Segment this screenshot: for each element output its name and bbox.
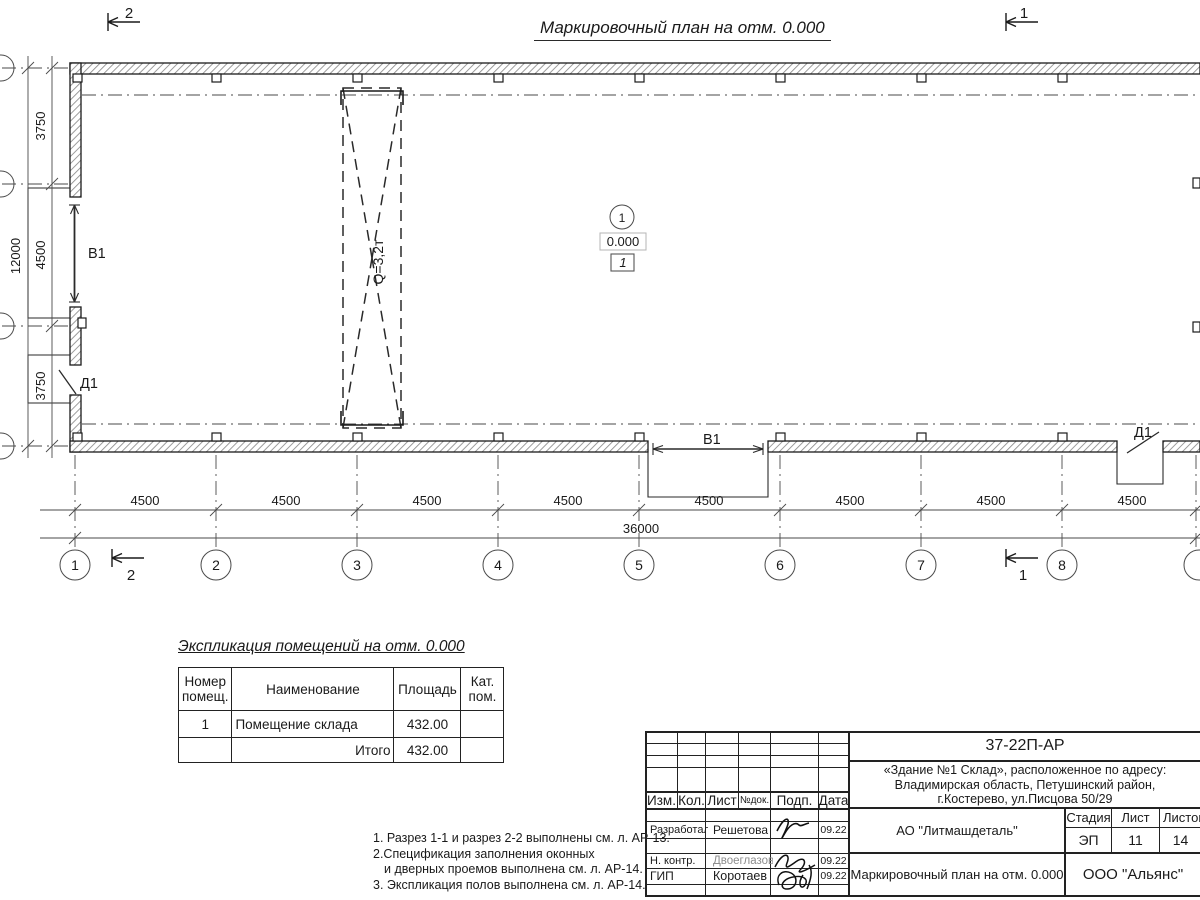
axis-2: 2 bbox=[212, 557, 220, 573]
door-left-label: Д1 bbox=[80, 376, 98, 392]
role-developer-date: 09.22 bbox=[820, 824, 847, 836]
note-line: 3. Экспликация полов выполнена см. л. АР… bbox=[373, 877, 646, 892]
axis-5: 5 bbox=[635, 557, 643, 573]
stage-value: ЭП bbox=[1078, 831, 1099, 848]
notes-block: 1. Разрез 1-1 и разрез 2-2 выполнены см.… bbox=[373, 831, 670, 893]
axis-3: 3 bbox=[353, 557, 361, 573]
col-name: Наименование bbox=[231, 667, 395, 711]
col-data: Дата bbox=[819, 792, 848, 808]
note-line: и дверных проемов выполнена см. л. АР-14… bbox=[384, 862, 643, 876]
axis-7: 7 bbox=[917, 557, 925, 573]
axis-8: 8 bbox=[1058, 557, 1066, 573]
dim-bay-2: 4500 bbox=[272, 493, 301, 508]
section-mark-bottom-right: 1 bbox=[1019, 567, 1027, 584]
role-developer-name: Решетова bbox=[713, 823, 769, 837]
object-address: «Здание №1 Склад», расположенное по адре… bbox=[850, 763, 1200, 807]
signature-ncontrol bbox=[774, 854, 816, 873]
elevation-mark: 0.000 bbox=[607, 234, 640, 249]
axis-1: 1 bbox=[71, 557, 79, 573]
cell-room-name: Помещение склада bbox=[231, 710, 395, 738]
role-gip-date: 09.22 bbox=[820, 870, 847, 882]
section-mark-top-left: 2 bbox=[125, 5, 133, 22]
dim-bay-3: 4500 bbox=[413, 493, 442, 508]
section-mark-bottom-left: 2 bbox=[127, 567, 135, 584]
col-room-number: Номер помещ. bbox=[177, 667, 233, 711]
dim-bay-4: 4500 bbox=[554, 493, 583, 508]
room-number: 1 bbox=[619, 211, 626, 225]
role-ncontrol: Н. контр. bbox=[650, 854, 696, 867]
role-gip: ГИП bbox=[650, 869, 674, 883]
dim-left-2: 4500 bbox=[33, 241, 48, 270]
axis-lines bbox=[2, 67, 1200, 548]
axis-6: 6 bbox=[776, 557, 784, 573]
sheet-value: 11 bbox=[1128, 831, 1143, 848]
plan-title: Маркировочный план на отм. 0.000 bbox=[534, 18, 831, 41]
dim-bay-5: 4500 bbox=[695, 493, 724, 508]
dim-bay-7: 4500 bbox=[977, 493, 1006, 508]
gate-bottom-label: В1 bbox=[703, 432, 721, 448]
gate-left-label: В1 bbox=[88, 246, 106, 262]
explication-block: Экспликация помещений на отм. 0.000 Номе… bbox=[177, 638, 505, 763]
pilasters bbox=[72, 73, 1200, 442]
customer-company: АО "Литмашдеталь" bbox=[896, 822, 1018, 838]
dim-bottom-total: 36000 bbox=[623, 521, 659, 536]
section-mark-top-right: 1 bbox=[1020, 5, 1028, 22]
cell-room-area: 432.00 bbox=[393, 710, 462, 738]
org-name: ООО "Альянс" bbox=[1082, 866, 1184, 883]
stage-label: Стадия bbox=[1066, 809, 1111, 825]
dim-left-3: 3750 bbox=[33, 372, 48, 401]
dim-left-total: 12000 bbox=[8, 238, 23, 274]
col-doc: №док. bbox=[739, 794, 770, 806]
sheets-label: Листов bbox=[1163, 809, 1200, 825]
signatures bbox=[774, 818, 816, 890]
dimensions-left: 3750 4500 3750 12000 bbox=[8, 56, 59, 458]
address-line: Владимирская область, Петушинский район, bbox=[894, 777, 1156, 792]
dim-bay-1: 4500 bbox=[131, 493, 160, 508]
role-ncontrol-date: 09.22 bbox=[820, 854, 847, 867]
signature-gip bbox=[777, 864, 812, 890]
floor-type-mark: 1 bbox=[619, 255, 626, 270]
note-line: 2.Спецификация заполнения оконных bbox=[373, 846, 595, 861]
axis-bubbles: 1 2 3 4 5 6 7 8 bbox=[0, 54, 1200, 581]
sheets-value: 14 bbox=[1172, 831, 1189, 848]
doc-number: 37-22П-АР bbox=[985, 737, 1065, 754]
total-label: Итого bbox=[231, 737, 395, 763]
address-line: «Здание №1 Склад», расположенное по адре… bbox=[883, 763, 1167, 777]
door-bottom-label: Д1 bbox=[1134, 425, 1152, 441]
col-podp: Подп. bbox=[776, 792, 813, 808]
col-izm: Изм. bbox=[647, 792, 676, 808]
col-kol: Кол. bbox=[678, 792, 705, 808]
total-row: Итого 432.00 bbox=[177, 737, 505, 763]
section-markers: 2 1 2 1 bbox=[107, 5, 1038, 584]
address-line: г.Костерево, ул.Писцова 50/29 bbox=[937, 792, 1113, 806]
role-developer: Разработал bbox=[650, 824, 708, 836]
axis-4: 4 bbox=[494, 557, 502, 573]
floor-plan: Q=3,2т bbox=[0, 5, 1200, 584]
explication-table: Номер помещ. Наименование Площадь Кат. п… bbox=[177, 667, 505, 763]
note-line: 1. Разрез 1-1 и разрез 2-2 выполнены см.… bbox=[373, 831, 670, 845]
role-ncontrol-name: Двоеглазов bbox=[713, 854, 773, 867]
dim-left-1: 3750 bbox=[33, 112, 48, 141]
col-category: Кат. пом. bbox=[460, 667, 505, 711]
dimensions-bottom: 4500 4500 4500 4500 4500 4500 4500 4500 … bbox=[40, 493, 1200, 545]
room-markers: 1 0.000 1 bbox=[599, 204, 647, 272]
total-value: 432.00 bbox=[393, 737, 462, 763]
explication-title: Экспликация помещений на отм. 0.000 bbox=[178, 638, 465, 655]
cell-total-category bbox=[460, 737, 505, 763]
role-gip-name: Коротаев bbox=[713, 869, 767, 883]
sheet-label: Лист bbox=[1121, 809, 1150, 825]
cell-total-empty bbox=[177, 737, 233, 763]
dim-bay-8: 4500 bbox=[1118, 493, 1147, 508]
signature-developer bbox=[776, 818, 810, 839]
crane-capacity-label: Q=3,2т bbox=[370, 239, 386, 285]
col-list: Лист bbox=[707, 792, 737, 808]
table-row: 1 Помещение склада 432.00 bbox=[177, 710, 505, 738]
drawing-title: Маркировочный план на отм. 0.000 bbox=[850, 867, 1064, 882]
crane-zone: Q=3,2т bbox=[340, 87, 404, 429]
dim-bay-6: 4500 bbox=[836, 493, 865, 508]
